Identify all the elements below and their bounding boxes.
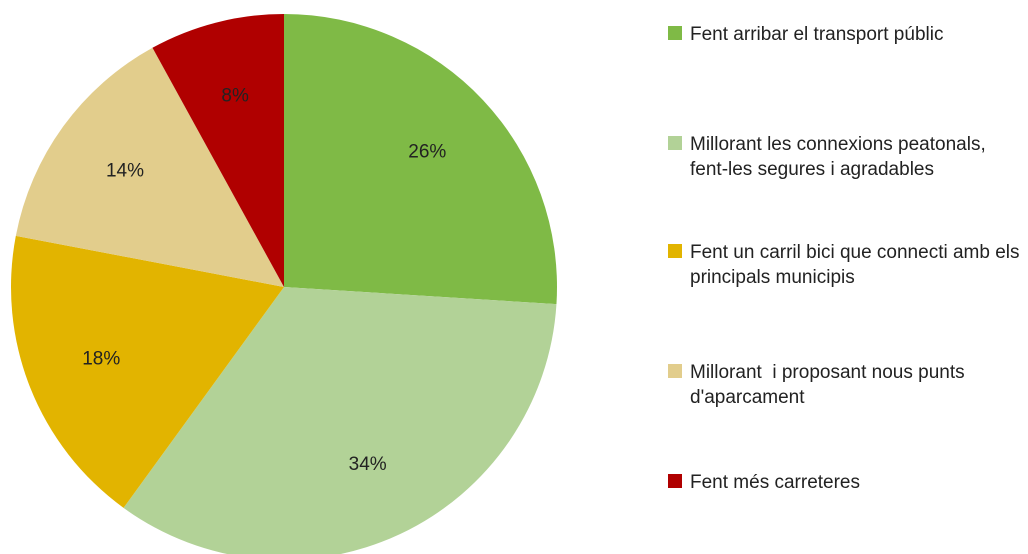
data-label: 18%	[82, 348, 120, 369]
data-label: 26%	[408, 141, 446, 162]
legend-swatch	[668, 244, 682, 258]
pie-slice	[284, 14, 557, 305]
pie-area: 26% 34% 18% 14% 8%	[11, 14, 557, 554]
legend-item: Fent un carril bici que connecti amb els…	[668, 240, 1028, 290]
legend-swatch	[668, 364, 682, 378]
data-label: 14%	[106, 160, 144, 181]
pie-slice	[123, 287, 557, 554]
legend-swatch	[668, 26, 682, 40]
legend-swatch	[668, 474, 682, 488]
legend-label: Fent un carril bici que connecti amb els…	[690, 242, 1025, 288]
legend-item: Fent arribar el transport públic	[668, 22, 1028, 47]
legend-item: Millorant i proposant nous punts d'aparc…	[668, 360, 1028, 410]
data-label: 34%	[349, 454, 387, 475]
legend-swatch	[668, 136, 682, 150]
legend-label: Fent més carreteres	[690, 472, 860, 493]
legend-item: Millorant les connexions peatonals, fent…	[668, 132, 1028, 182]
pie-slice	[11, 235, 285, 508]
pie-slice	[152, 14, 284, 287]
legend-label: Millorant i proposant nous punts d'aparc…	[690, 362, 970, 408]
data-label: 8%	[221, 86, 249, 107]
legend-label: Millorant les connexions peatonals, fent…	[690, 134, 992, 180]
legend-item: Fent més carreteres	[668, 470, 1028, 495]
pie-slice	[15, 47, 285, 287]
legend-label: Fent arribar el transport públic	[690, 24, 944, 45]
